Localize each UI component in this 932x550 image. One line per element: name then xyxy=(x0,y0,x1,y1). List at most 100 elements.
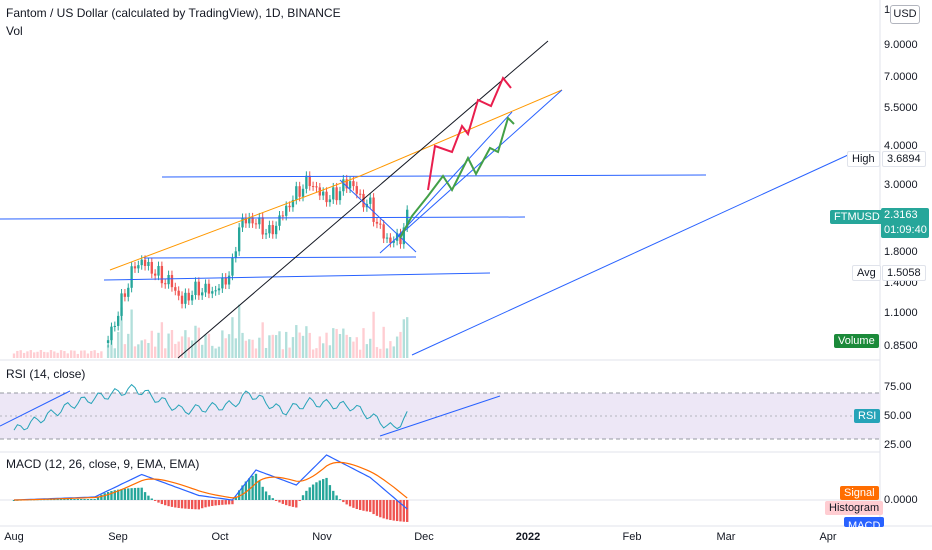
macd-tick: 0.0000 xyxy=(884,494,918,506)
candle-body xyxy=(197,281,201,296)
histogram-bar xyxy=(338,499,342,501)
candle-body xyxy=(177,290,180,296)
histogram-bar xyxy=(358,500,362,510)
volume-bar xyxy=(244,340,248,358)
rsi-line xyxy=(13,383,408,431)
volume-bar xyxy=(150,330,153,358)
candle-body xyxy=(335,187,338,201)
support-line-lower[interactable] xyxy=(103,272,491,281)
volume-bar xyxy=(43,351,46,358)
histogram-bar xyxy=(59,499,63,501)
price-tick: 1.8000 xyxy=(884,246,918,258)
histogram-bar xyxy=(379,500,382,518)
black-trendline[interactable] xyxy=(177,40,549,359)
volume-bar xyxy=(106,345,110,358)
histogram-bar xyxy=(106,492,110,500)
volume-bar xyxy=(39,350,43,358)
volume-bar xyxy=(204,334,207,358)
candle-body xyxy=(120,293,123,316)
volume-bar xyxy=(66,353,69,358)
histogram-bar xyxy=(362,500,365,511)
candle-body xyxy=(187,292,190,301)
volume-bar xyxy=(227,334,231,358)
histogram-bar xyxy=(322,479,325,500)
volume-bar xyxy=(140,340,143,358)
histogram-bar xyxy=(214,500,217,506)
histogram-bar xyxy=(187,500,190,509)
histogram-bar xyxy=(66,499,69,501)
histogram-bar xyxy=(113,490,116,500)
candle-body xyxy=(261,217,264,235)
histogram-bar xyxy=(184,500,187,509)
currency-button[interactable]: USD xyxy=(890,5,920,24)
high-label-badge: High xyxy=(847,151,880,167)
rsi-tick: 25.00 xyxy=(884,439,912,451)
volume-bar xyxy=(392,346,395,358)
volume-bar xyxy=(278,331,281,358)
candle-body xyxy=(301,188,305,197)
volume-bar xyxy=(389,341,392,358)
candle-body xyxy=(117,315,120,326)
histogram-bar xyxy=(264,491,268,500)
price-candles xyxy=(106,171,409,348)
candle-body xyxy=(106,340,110,343)
support-line-upper[interactable] xyxy=(143,256,417,259)
channel-down-upper[interactable] xyxy=(339,179,417,253)
histogram-bar xyxy=(285,500,288,506)
volume-bar xyxy=(174,343,177,358)
volume-bar xyxy=(157,332,160,358)
volume-bar xyxy=(170,330,174,358)
rsi-trendline-left[interactable] xyxy=(0,390,71,427)
volume-bar xyxy=(49,350,53,358)
candle-body xyxy=(281,215,285,217)
candle-body xyxy=(389,237,392,243)
histogram-bar xyxy=(298,500,301,501)
volume-bar xyxy=(268,335,271,358)
orange-trendline-lower[interactable] xyxy=(109,175,361,271)
candle-body xyxy=(217,288,221,291)
volume-bar xyxy=(127,333,130,358)
histogram-bar xyxy=(382,500,385,519)
volume-bar xyxy=(143,339,147,358)
histogram-bar xyxy=(224,500,227,505)
histogram-bar xyxy=(402,500,406,522)
histogram-bar xyxy=(372,500,375,515)
histogram-bar xyxy=(164,500,167,506)
long-blue-trendline[interactable] xyxy=(411,154,849,356)
volume-legend: Vol xyxy=(6,24,23,38)
candle-body xyxy=(268,225,271,234)
histogram-bar xyxy=(395,500,399,522)
volume-bar xyxy=(80,350,83,358)
volume-bar xyxy=(130,309,133,358)
histogram-bar xyxy=(153,500,157,501)
volume-bar xyxy=(358,349,362,358)
channel-up-lower[interactable] xyxy=(379,89,563,254)
histogram-bar xyxy=(69,499,73,501)
candle-body xyxy=(231,257,234,276)
histogram-bar xyxy=(234,496,237,500)
price-tick: 9.0000 xyxy=(884,39,918,51)
candle-body xyxy=(264,233,268,235)
candle-body xyxy=(150,261,153,274)
channel-up-upper[interactable] xyxy=(397,111,513,237)
histogram-bar xyxy=(221,500,224,505)
resistance-line-high[interactable] xyxy=(161,174,707,178)
candle-body xyxy=(241,217,244,228)
histogram-bar xyxy=(147,495,150,500)
orange-trendline-upper[interactable] xyxy=(359,89,563,177)
candle-body xyxy=(127,287,130,297)
red-projection-path[interactable] xyxy=(427,76,512,191)
histogram-bar xyxy=(76,499,80,501)
histogram-bar xyxy=(150,498,153,500)
candle-body xyxy=(140,259,143,266)
green-projection-path[interactable] xyxy=(399,116,515,239)
histogram-bar xyxy=(204,500,207,508)
histogram-bar xyxy=(281,500,285,504)
volume-bar xyxy=(332,328,335,358)
candle-body xyxy=(133,266,137,269)
rsi-trendline-right[interactable] xyxy=(379,395,501,437)
price-tick: 1.1000 xyxy=(884,307,918,319)
resistance-line-mid[interactable] xyxy=(0,216,526,220)
candle-body xyxy=(352,181,355,187)
